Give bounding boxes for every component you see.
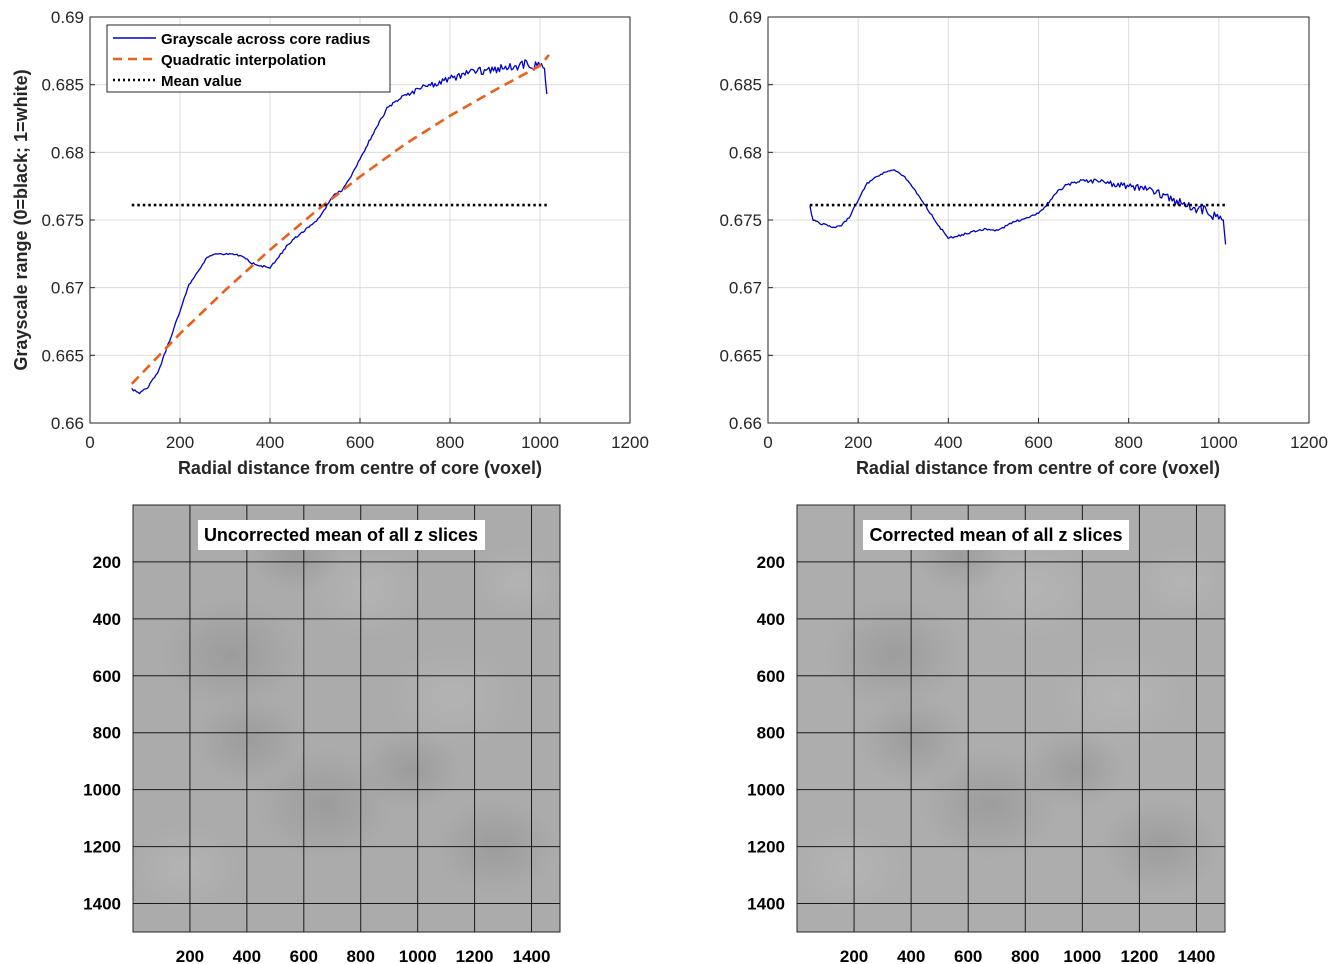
x-axis-label: Radial distance from centre of core (vox…	[856, 458, 1220, 478]
y-tick-label: 1000	[747, 781, 785, 800]
image-title-box	[863, 520, 1129, 550]
x-tick-label: 1200	[1290, 433, 1328, 452]
x-tick-label: 400	[256, 433, 284, 452]
texture-blob	[161, 598, 302, 711]
x-tick-label: 1200	[1120, 947, 1158, 964]
y-tick-label: 400	[93, 610, 121, 629]
image-frame	[132, 504, 561, 933]
image-title-box	[198, 520, 485, 550]
x-tick-label: 400	[233, 947, 261, 964]
image-uncorrected-mean: 200 400 600 800 1000 1200 1400 200 400 600 800 1000…	[83, 504, 563, 964]
texture-blob	[919, 747, 1060, 860]
y-tick-label: 1000	[83, 781, 121, 800]
x-tick-label: 600	[954, 947, 982, 964]
x-tick-label: 200	[176, 947, 204, 964]
image-title: Corrected mean of all z slices	[869, 525, 1122, 545]
series-line-grayscale	[809, 169, 1227, 245]
image-texture	[129, 520, 563, 912]
y-tick-label: 0.67	[729, 279, 762, 298]
y-tick-label: 800	[757, 724, 785, 743]
texture-blob	[388, 645, 519, 750]
x-tick-label: 1200	[456, 947, 494, 964]
y-tick-label: 0.69	[729, 8, 762, 27]
legend: Grayscale across core radius Quadratic i…	[106, 24, 391, 93]
texture-blob	[472, 545, 563, 618]
y-tick-label: 0.69	[51, 8, 84, 27]
y-tick-label: 0.67	[51, 279, 84, 298]
y-tick-label: 0.665	[41, 346, 84, 365]
x-tick-label: 800	[347, 947, 375, 964]
legend-label-quadratic: Quadratic interpolation	[161, 52, 326, 69]
x-tick-label: 1400	[1178, 947, 1216, 964]
x-tick-label: 400	[934, 433, 962, 452]
x-tick-label: 1000	[1200, 433, 1238, 452]
y-tick-label: 0.68	[729, 143, 762, 162]
x-tick-label: 1000	[1063, 947, 1101, 964]
chart-uncorrected-profile: 0 200 400 600 800 1000 1200 0.66 0.665 0.67 0.675 0…	[11, 8, 649, 478]
x-tick-label: 800	[1114, 433, 1142, 452]
texture-blob	[825, 598, 966, 711]
x-tick-label: 400	[897, 947, 925, 964]
texture-blob	[1137, 545, 1228, 618]
y-tick-label: 0.68	[51, 143, 84, 162]
x-tick-label: 0	[763, 433, 772, 452]
x-tick-label: 600	[346, 433, 374, 452]
x-tick-label: 600	[290, 947, 318, 964]
texture-blob	[255, 747, 396, 860]
x-tick-label: 200	[844, 433, 872, 452]
y-tick-label: 200	[757, 553, 785, 572]
x-tick-label: 200	[166, 433, 194, 452]
image-corrected-mean: 200 400 600 800 1000 1200 1400 200 400 600 800 1000…	[747, 504, 1228, 964]
x-tick-label: 1000	[399, 947, 437, 964]
legend-label-mean: Mean value	[161, 73, 242, 90]
legend-label-grayscale: Grayscale across core radius	[161, 31, 370, 48]
x-tick-label: 0	[85, 433, 94, 452]
y-tick-label: 1200	[83, 838, 121, 857]
y-tick-label: 1400	[83, 895, 121, 914]
y-tick-label: 0.675	[41, 211, 84, 230]
series-line-quadratic	[130, 54, 550, 385]
y-tick-label: 0.675	[719, 211, 762, 230]
x-tick-label: 200	[840, 947, 868, 964]
y-tick-label: 0.685	[41, 76, 84, 95]
texture-blob	[360, 729, 461, 810]
texture-blob	[193, 695, 304, 784]
y-tick-label: 200	[93, 553, 121, 572]
texture-blob	[1025, 729, 1126, 810]
x-tick-label: 1400	[513, 947, 551, 964]
y-tick-label: 600	[93, 667, 121, 686]
chart-corrected-profile: 0 200 400 600 800 1000 1200 0.66 0.665 0.67 0.675 0…	[719, 8, 1327, 478]
y-tick-label: 1400	[747, 895, 785, 914]
y-tick-label: 0.66	[729, 414, 762, 433]
series-line-grayscale	[131, 59, 548, 395]
y-tick-label: 0.665	[719, 346, 762, 365]
image-frame	[796, 504, 1226, 933]
texture-blob	[857, 695, 968, 784]
y-tick-label: 800	[93, 724, 121, 743]
y-tick-label: 1200	[747, 838, 785, 857]
y-tick-label: 0.66	[51, 414, 84, 433]
texture-blob	[1053, 645, 1183, 750]
texture-blob	[793, 823, 904, 912]
x-tick-label: 1000	[521, 433, 559, 452]
texture-blob	[129, 823, 240, 912]
x-tick-label: 800	[1011, 947, 1039, 964]
x-tick-label: 800	[436, 433, 464, 452]
y-tick-label: 400	[757, 610, 785, 629]
y-axis-label: Grayscale range (0=black; 1=white)	[11, 69, 31, 370]
y-tick-label: 600	[757, 667, 785, 686]
x-tick-label: 600	[1024, 433, 1052, 452]
image-title: Uncorrected mean of all z slices	[204, 525, 478, 545]
x-tick-label: 1200	[611, 433, 649, 452]
y-tick-label: 0.685	[719, 76, 762, 95]
x-axis-label: Radial distance from centre of core (vox…	[178, 458, 542, 478]
